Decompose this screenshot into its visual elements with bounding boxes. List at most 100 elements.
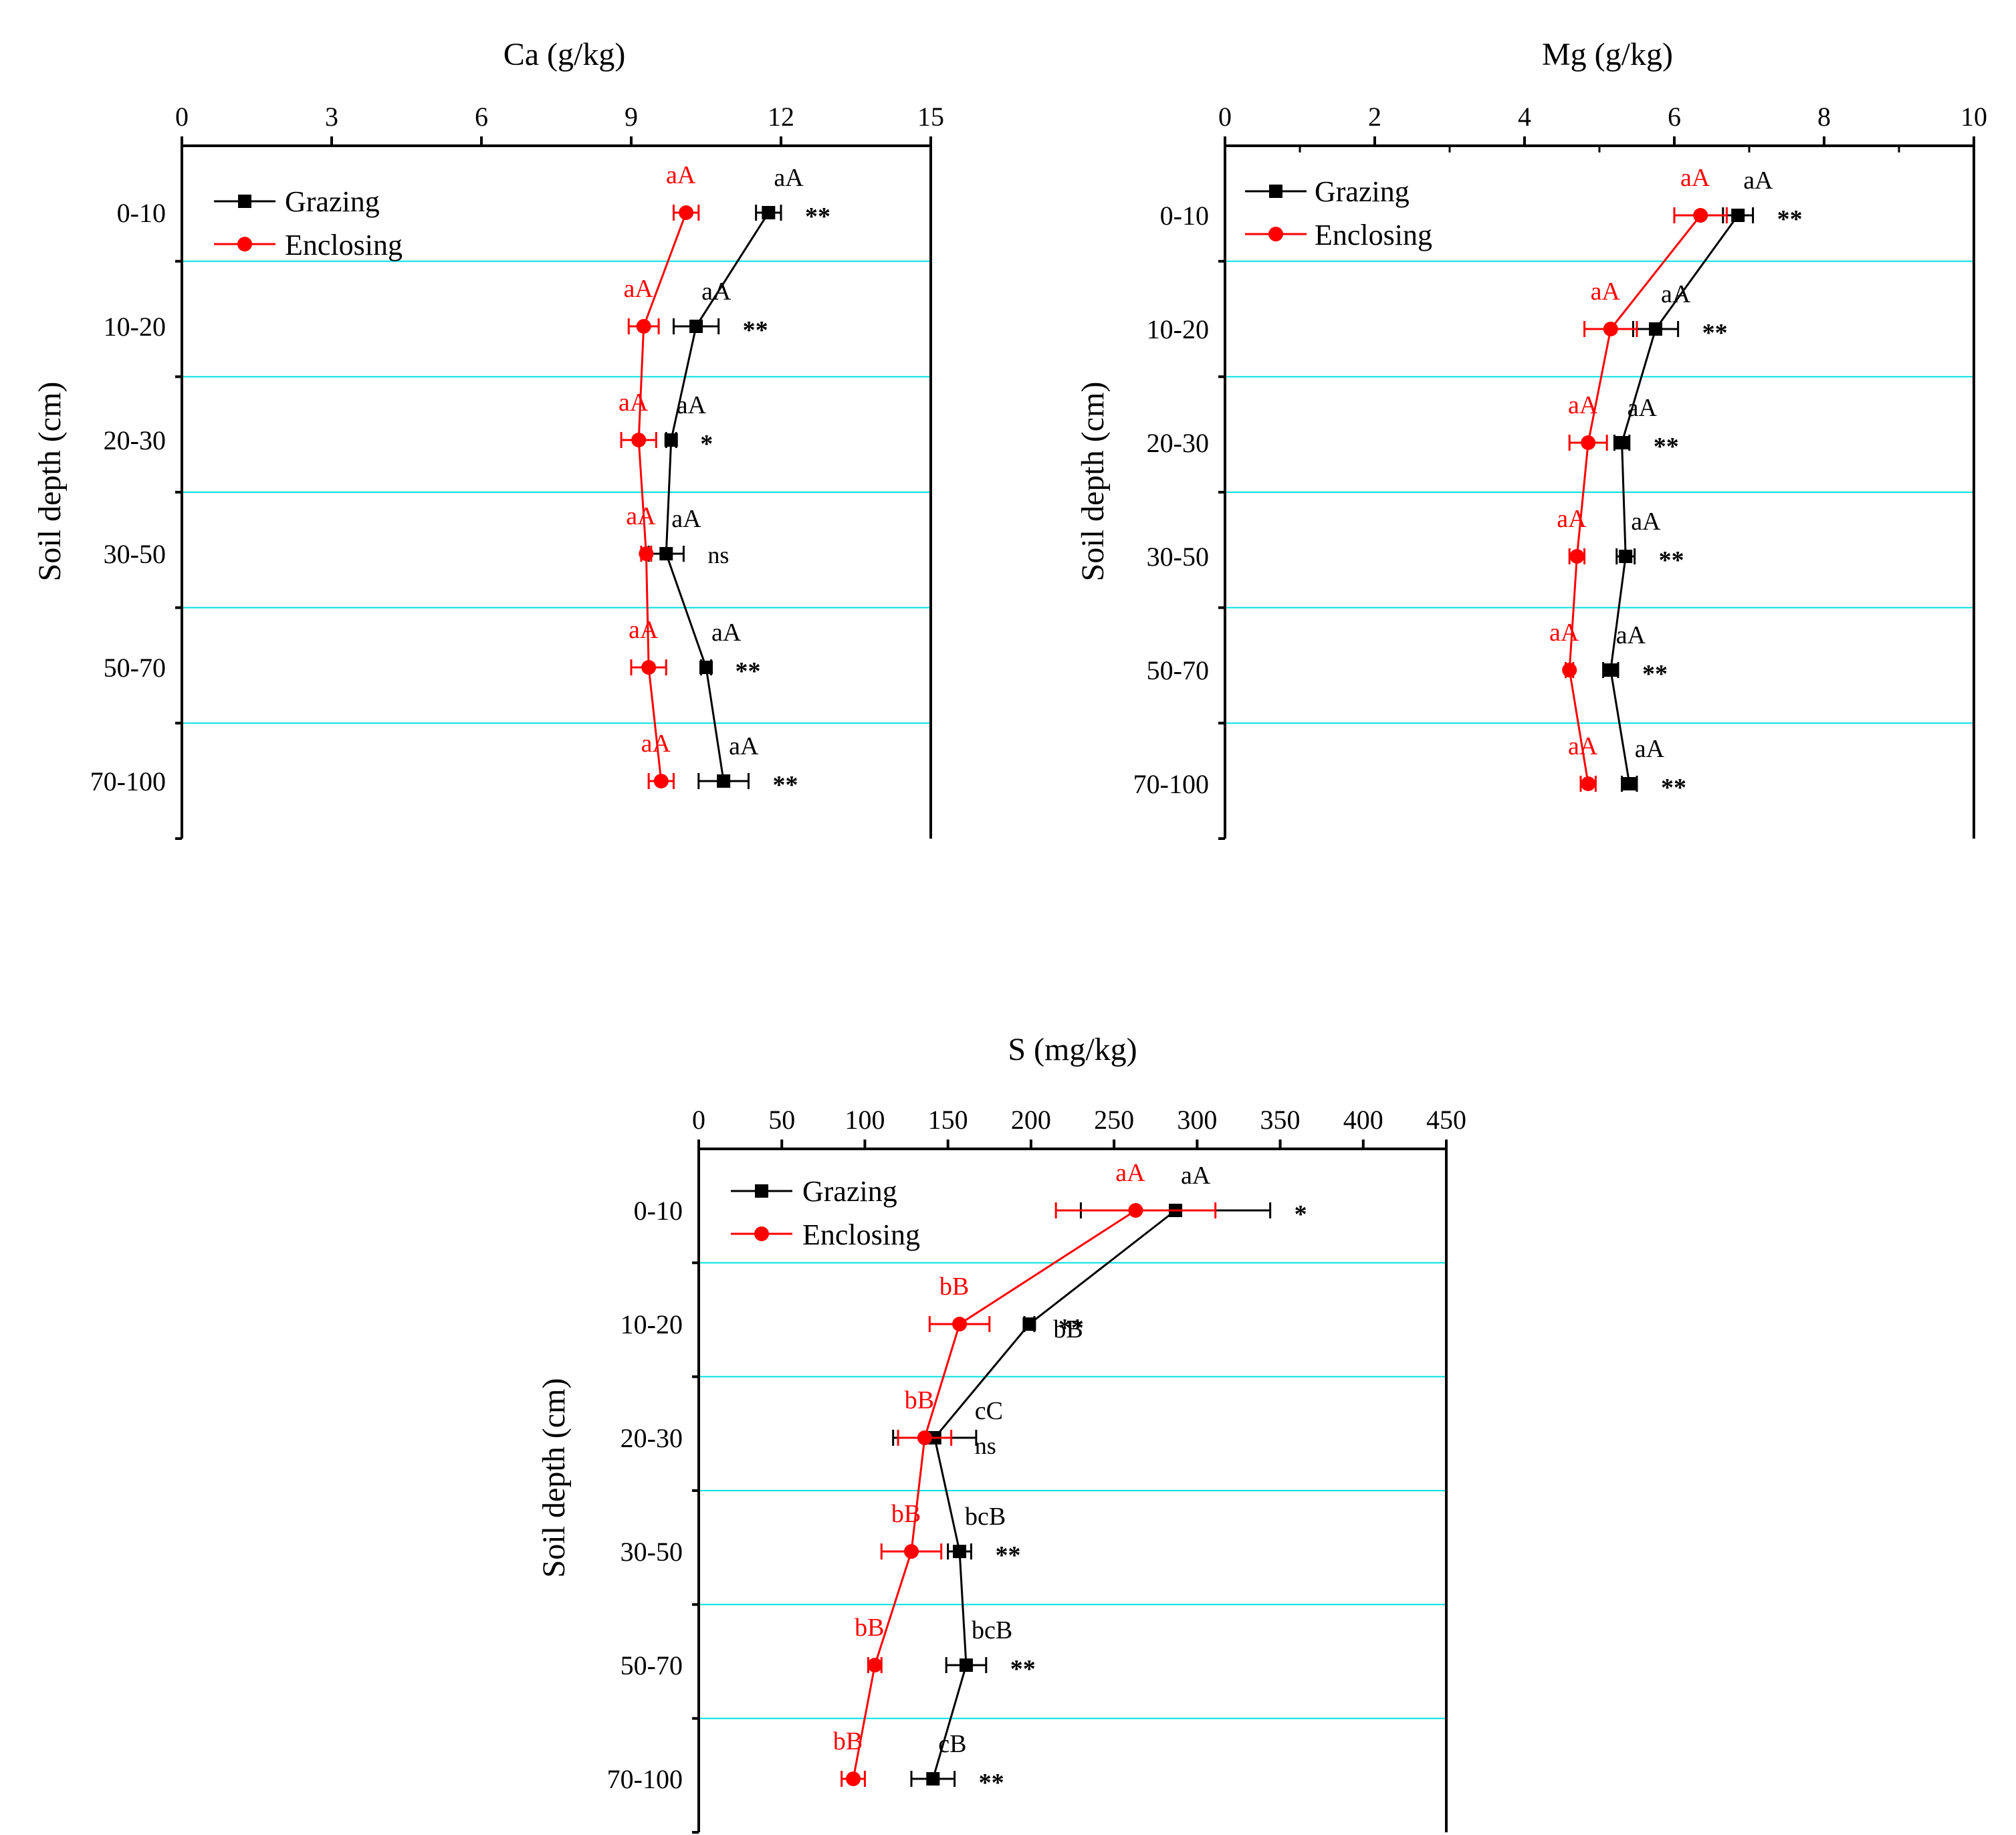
ca-gridlines	[182, 260, 931, 724]
ca-y-axis-title: Soil depth (cm)	[32, 382, 68, 582]
ca-grazing-letter-label: aA	[774, 164, 804, 192]
s-grazing-series-line	[931, 1209, 1176, 1779]
mg-significance-label: **	[1654, 433, 1679, 461]
mg-y-tick-label: 10-20	[1147, 314, 1209, 344]
mg-grazing-point	[1615, 436, 1629, 449]
mg-enclosing-point	[1581, 435, 1596, 450]
mg-enclosing-letter-label: aA	[1557, 505, 1587, 533]
mg-y-tick-label: 20-30	[1147, 428, 1209, 458]
ca-y-tick-label: 70-100	[90, 766, 166, 796]
ca-x-axis-title: Ca (g/kg)	[503, 37, 626, 72]
ca-significance-label: **	[743, 316, 768, 344]
ca-enclosing-letter-label: aA	[666, 161, 696, 189]
mg-gridlines	[1225, 260, 1974, 724]
s-y-axis-title: Soil depth (cm)	[536, 1378, 572, 1578]
s-gridlines	[699, 1262, 1446, 1719]
mg-grazing-point	[1622, 777, 1636, 790]
mg-x-tick-label: 10	[1961, 102, 1987, 132]
ca-grazing-point	[717, 774, 731, 788]
s-axes	[692, 1140, 1448, 1834]
ca-grazing-letter-label: aA	[729, 732, 759, 760]
s-grazing-letter-label: bcB	[965, 1503, 1006, 1531]
mg-y-tick-label: 70-100	[1133, 769, 1209, 799]
ca-y-tick-label: 0-10	[117, 198, 166, 228]
legend-enclosing-label: Enclosing	[802, 1218, 920, 1251]
ca-y-tick-label: 50-70	[104, 653, 166, 683]
ca-grazing-point	[664, 433, 678, 447]
ca-x-tick-labels: 0 3 6 9 12 15	[175, 102, 944, 132]
s-x-tick-label: 0	[692, 1105, 705, 1135]
mg-grazing-point	[1603, 663, 1617, 677]
ca-significance-label: ns	[707, 542, 729, 568]
s-x-axis-title: S (mg/kg)	[1008, 1032, 1137, 1067]
ca-enclosing-point	[639, 546, 654, 561]
ca-grazing-series-line	[665, 212, 770, 782]
s-significance-label: **	[1010, 1655, 1036, 1683]
mg-enclosing-letter-label: aA	[1549, 619, 1579, 647]
mg-grazing-letter-label: aA	[1628, 394, 1658, 422]
mg-enclosing-point	[1569, 549, 1585, 564]
mg-enclosing-letter-label: aA	[1568, 391, 1598, 419]
ca-grazing-point	[699, 661, 713, 674]
mg-enclosing-letter-label: aA	[1591, 278, 1621, 306]
mg-significance-label: **	[1659, 546, 1684, 574]
s-grazing-point	[959, 1658, 973, 1672]
ca-significance-label: *	[700, 430, 713, 458]
s-y-tick-labels: 0-10 10-20 20-30 30-50 50-70 70-100	[607, 1196, 683, 1794]
mg-x-tick-label: 0	[1218, 102, 1232, 132]
mg-significance-label: **	[1661, 774, 1686, 802]
legend-grazing-label: Grazing	[802, 1175, 897, 1208]
s-grazing-letter-label: aA	[1181, 1162, 1211, 1190]
s-y-tick-label: 20-30	[621, 1423, 683, 1453]
mg-y-tick-label: 0-10	[1160, 201, 1209, 231]
legend-enclosing-circle-marker	[754, 1226, 769, 1241]
s-enclosing-letter-label: bB	[905, 1386, 934, 1414]
ca-axes	[175, 136, 932, 840]
mg-x-tick-label: 8	[1817, 102, 1831, 132]
mg-grazing-point	[1731, 209, 1745, 222]
s-significance-label: **	[1058, 1314, 1084, 1342]
ca-significance-label: **	[805, 203, 830, 231]
s-enclosing-point	[904, 1544, 919, 1559]
legend-enclosing-circle-marker	[1268, 227, 1283, 241]
mg-significance-label: **	[1777, 205, 1803, 233]
ca-y-tick-labels: 0-10 10-20 20-30 30-50 50-70 70-100	[90, 198, 166, 796]
s-enclosing-letter-label: bB	[891, 1500, 921, 1528]
ca-enclosing-letter-label: aA	[629, 616, 659, 644]
mg-chart-panel: Mg (g/kg) Soil depth (cm) 0 2 4 6 8 10 0-10 10…	[1075, 37, 1987, 840]
ca-x-tick-label: 0	[175, 102, 189, 132]
s-y-tick-label: 30-50	[621, 1537, 683, 1567]
s-x-tick-label: 350	[1260, 1105, 1301, 1135]
mg-significance-label: **	[1702, 319, 1728, 347]
mg-x-tick-label: 2	[1368, 102, 1381, 132]
mg-y-tick-label: 30-50	[1147, 542, 1209, 572]
ca-grazing-letter-label: aA	[671, 505, 701, 533]
s-y-tick-label: 0-10	[634, 1196, 683, 1226]
s-grazing-letter-label: bcB	[972, 1616, 1012, 1644]
ca-enclosing-series-line	[637, 212, 687, 782]
ca-enclosing-point	[636, 319, 651, 334]
ca-grazing-letter-label: aA	[677, 391, 707, 419]
s-chart-panel: S (mg/kg) Soil depth (cm) 0 50 100 150 200 25…	[536, 1032, 1466, 1834]
s-grazing-letter-label: cB	[938, 1730, 966, 1758]
legend-grazing-square-marker	[1269, 185, 1282, 198]
mg-axes	[1218, 136, 1975, 840]
ca-enclosing-point	[679, 205, 694, 220]
mg-enclosing-letter-label: aA	[1568, 732, 1598, 760]
s-enclosing-point	[846, 1771, 861, 1786]
ca-significance-label: **	[735, 657, 760, 685]
ca-x-tick-label: 6	[475, 102, 488, 132]
s-enclosing-point	[1128, 1203, 1143, 1218]
s-enclosing-letter-label: bB	[833, 1727, 863, 1755]
mg-x-tick-label: 4	[1518, 102, 1531, 132]
mg-grazing-letter-label: aA	[1743, 167, 1773, 195]
s-significance-label: **	[995, 1541, 1020, 1570]
mg-legend: Grazing Enclosing	[1245, 175, 1432, 251]
mg-enclosing-point	[1581, 776, 1596, 791]
s-enclosing-letter-label: aA	[1115, 1159, 1145, 1187]
ca-y-tick-label: 10-20	[104, 312, 166, 342]
ca-grazing-letter-label: aA	[701, 278, 732, 306]
